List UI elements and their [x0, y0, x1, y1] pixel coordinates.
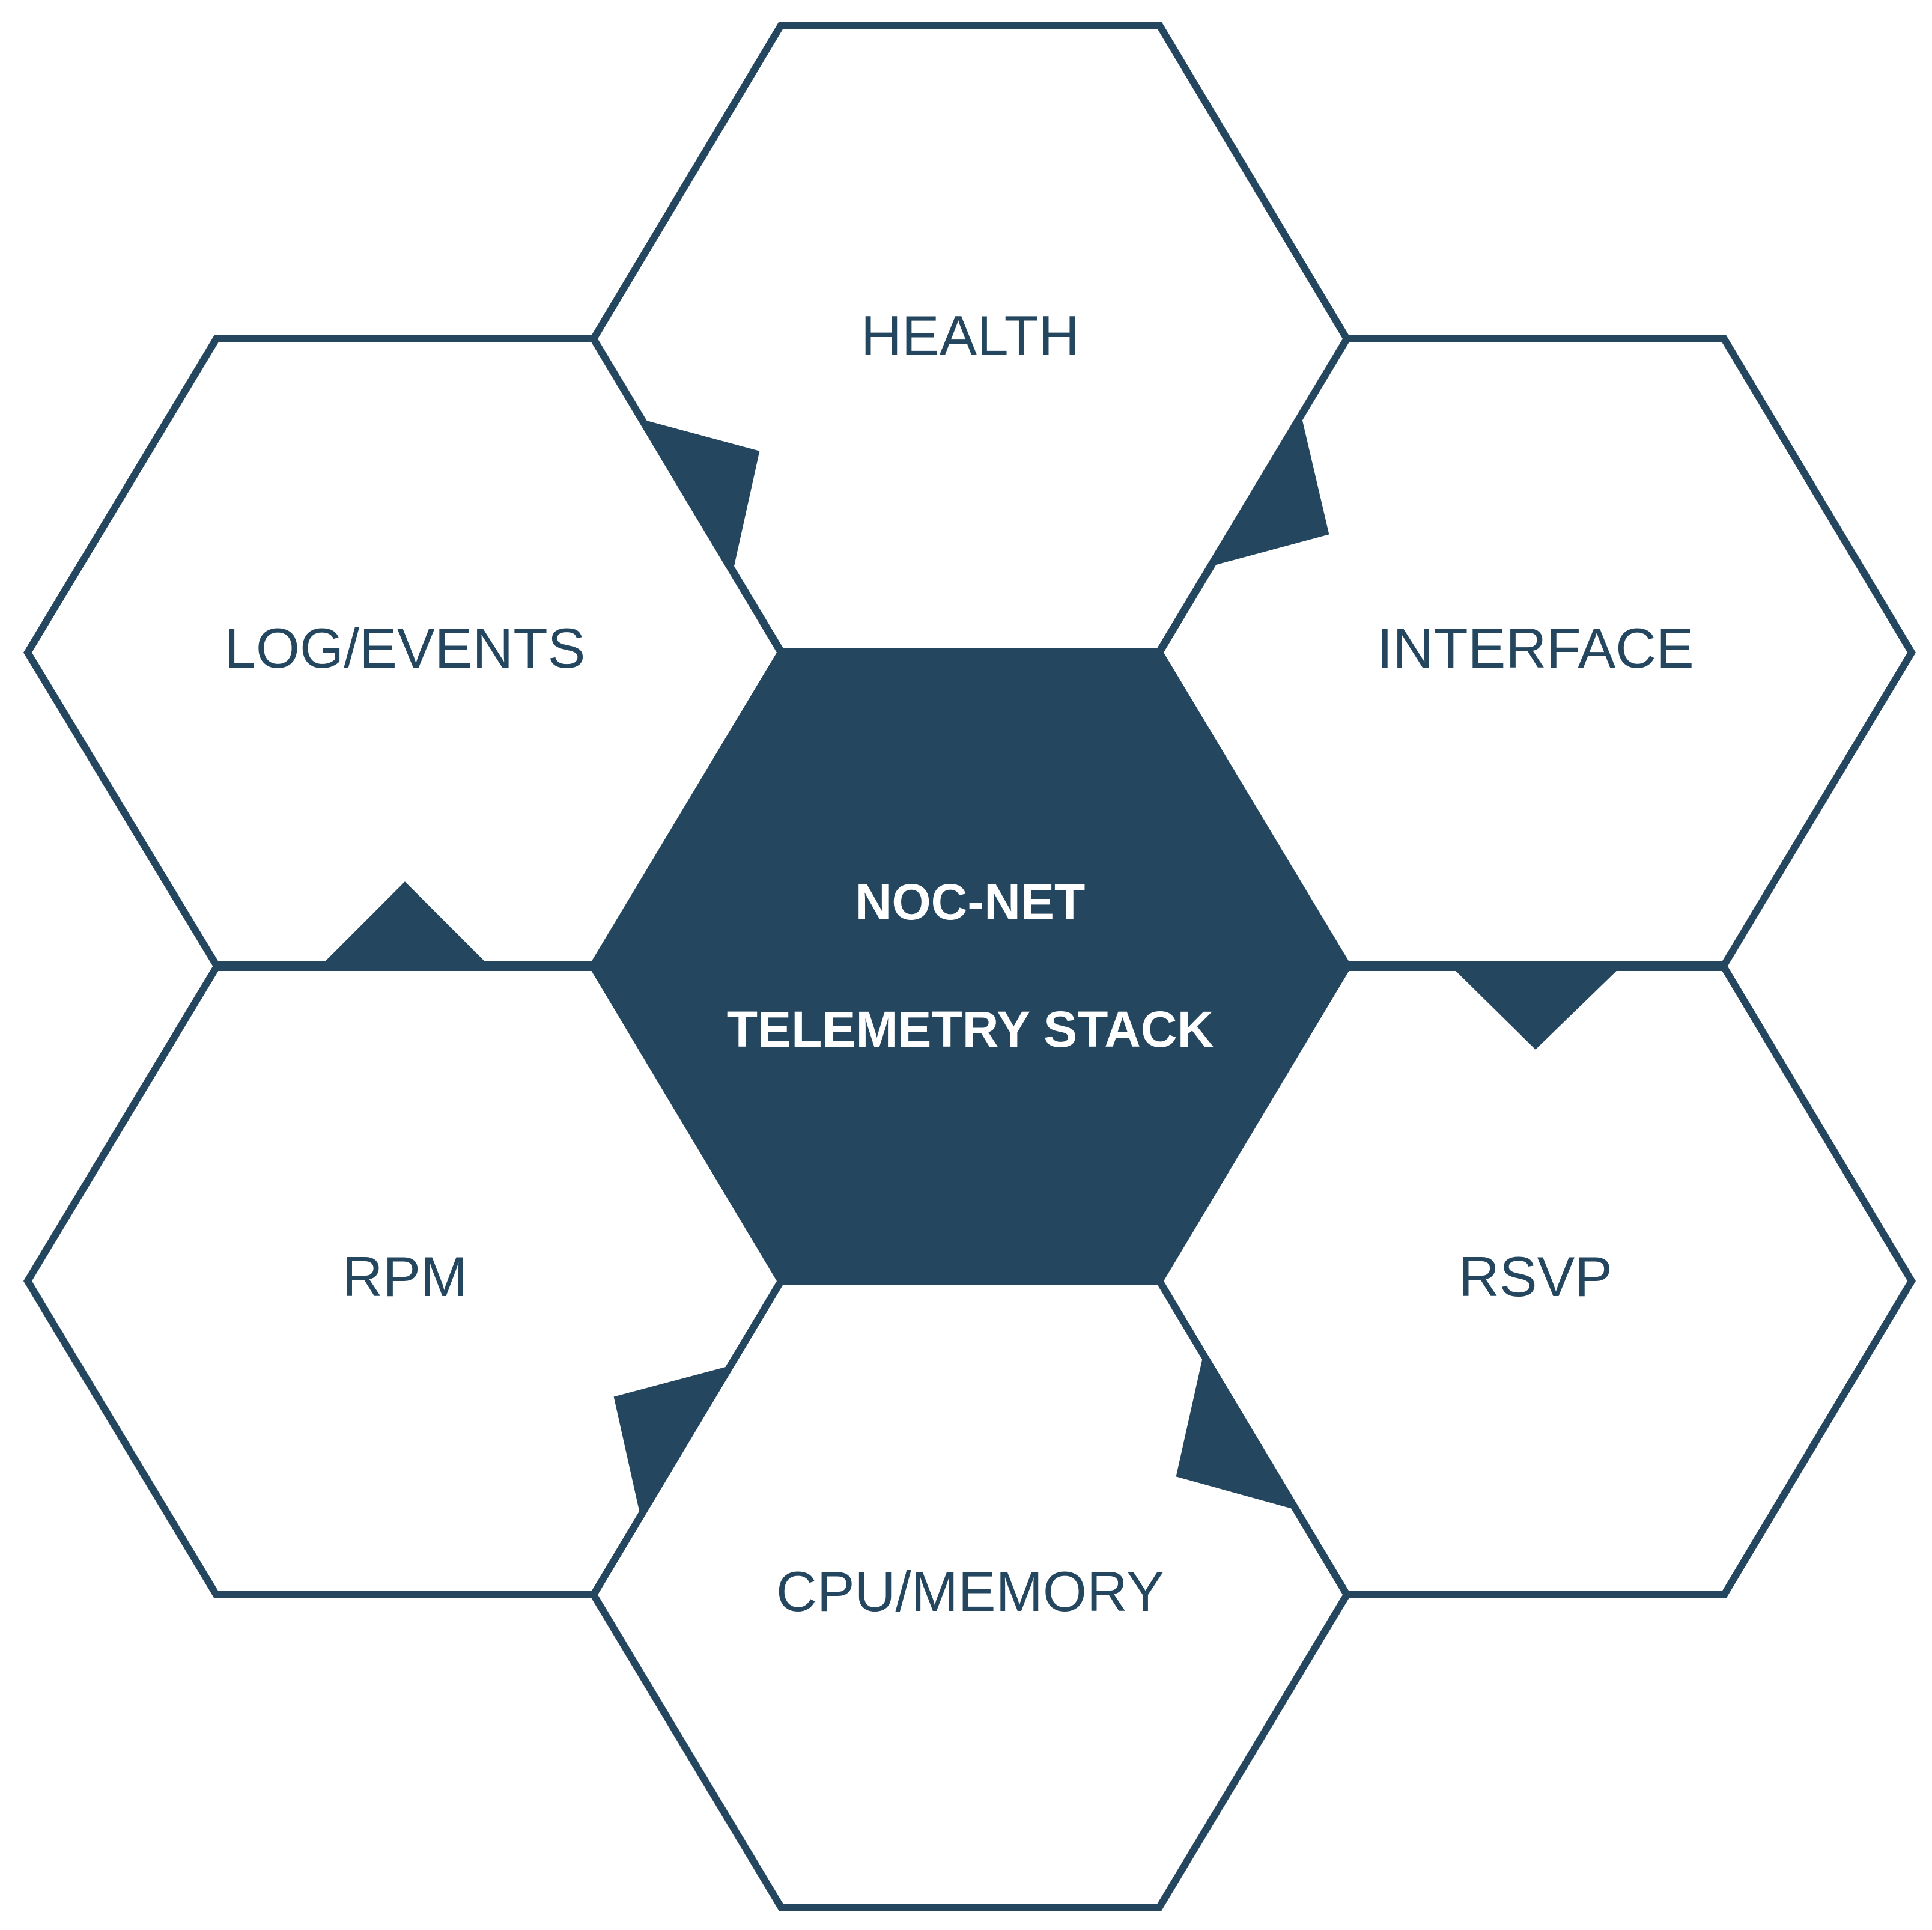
center-title-line-1: NOC-NET: [855, 874, 1086, 930]
hex-label-health: HEALTH: [861, 304, 1080, 367]
hex-label-rsvp: RSVP: [1459, 1245, 1612, 1308]
connector-tab-health-to-interface: [1213, 417, 1329, 566]
center-title-line-2: TELEMETRY STACK: [727, 1001, 1214, 1058]
connector-tab-rsvp-to-cpu: [1176, 1359, 1293, 1509]
center-hex: NOC-NET TELEMETRY STACK: [589, 649, 1351, 1285]
hex-label-cpu-memory: CPU/MEMORY: [776, 1560, 1164, 1623]
connector-tab-interface-to-rsvp: [1451, 966, 1621, 1050]
connector-tab-log-to-health: [643, 419, 760, 570]
connector-tabs: [318, 417, 1621, 1514]
hex-label-log-events: LOG/EVENTS: [225, 616, 586, 680]
hex-label-interface: INTERFACE: [1377, 616, 1694, 680]
connector-tab-rpm-to-log: [318, 881, 492, 969]
hex-node-interface: INTERFACE: [1155, 335, 1916, 969]
connector-tab-cpu-to-rpm: [613, 1365, 731, 1514]
center-hex-shape: [589, 649, 1351, 1285]
hex-node-cpu-memory: CPU/MEMORY: [589, 1277, 1351, 1911]
hex-label-rpm: RPM: [342, 1245, 468, 1308]
